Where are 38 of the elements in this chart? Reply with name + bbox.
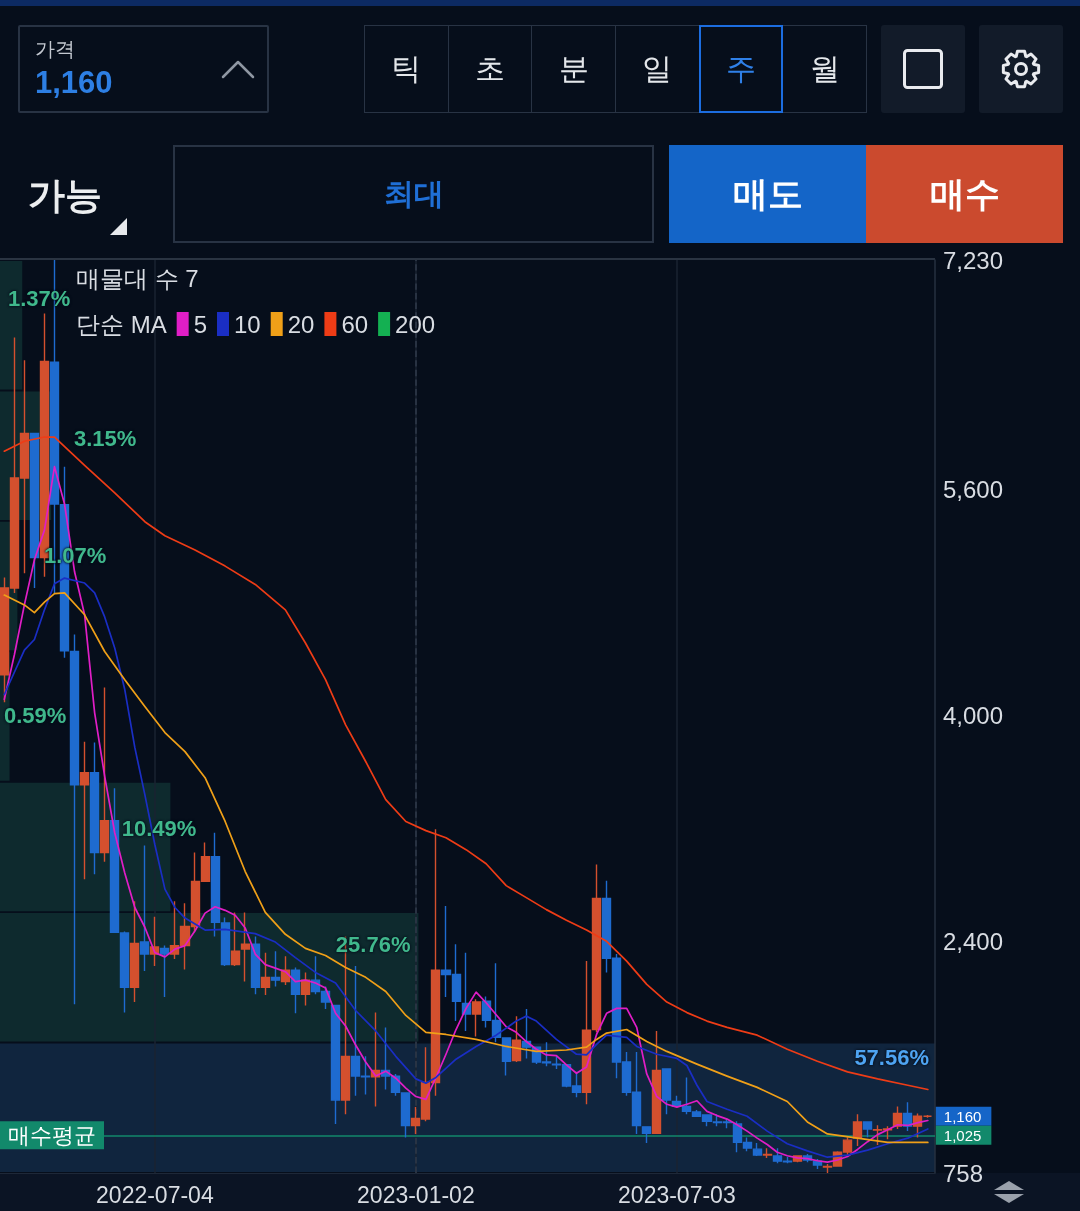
legend-label: 5 <box>193 310 208 338</box>
y-tick-label: 2,400 <box>943 927 1004 955</box>
tab-button[interactable]: 일 <box>615 25 700 113</box>
tab-button[interactable]: 분 <box>531 25 616 113</box>
y-tick-label: 5,600 <box>943 476 1004 504</box>
text: 가능 <box>28 174 102 218</box>
annotation: 1,025 <box>943 1126 982 1144</box>
data-label: 3.15% <box>74 426 137 453</box>
y-tick-label: 758 <box>943 1159 984 1187</box>
legend-label: 20 <box>287 310 315 338</box>
tab-button[interactable]: 초 <box>447 25 533 113</box>
square-button[interactable] <box>881 25 965 113</box>
candlestick <box>922 1114 933 1119</box>
chart-title: 매물대 수 7 <box>76 265 199 292</box>
x-tick-label: 2023-07-03 <box>618 1181 736 1208</box>
input-field[interactable]: 최대 <box>173 145 654 243</box>
candlestick <box>471 998 482 1038</box>
y-tick-label: 7,230 <box>943 246 1004 274</box>
tab-button[interactable]: 월 <box>782 25 867 113</box>
legend-label: 10 <box>234 310 261 338</box>
candlestick <box>69 633 80 1005</box>
legend-title: 단순 MA <box>76 310 167 338</box>
sell-button[interactable]: 매도 <box>669 145 866 243</box>
candlestick <box>591 863 602 1034</box>
buy-button[interactable]: 매수 <box>866 145 1063 243</box>
x-tick-label: 2022-07-04 <box>96 1181 214 1208</box>
x-tick-label: 2023-01-02 <box>357 1181 475 1208</box>
ref-line-label: 매수평균 <box>8 1122 96 1148</box>
legend-label: 60 <box>341 310 369 338</box>
legend-label: 200 <box>395 310 436 338</box>
y-tick-label: 4,000 <box>943 702 1004 730</box>
tab-button[interactable]: 주 <box>698 25 784 113</box>
data-label: 0.59% <box>4 703 67 730</box>
annotation: 1,160 <box>943 1107 982 1125</box>
price-box[interactable]: 가격 1,160 <box>18 25 269 113</box>
tab-button[interactable]: 틱 <box>364 25 449 113</box>
data-label: 57.56% <box>854 1044 929 1071</box>
gear-button[interactable] <box>979 25 1063 113</box>
